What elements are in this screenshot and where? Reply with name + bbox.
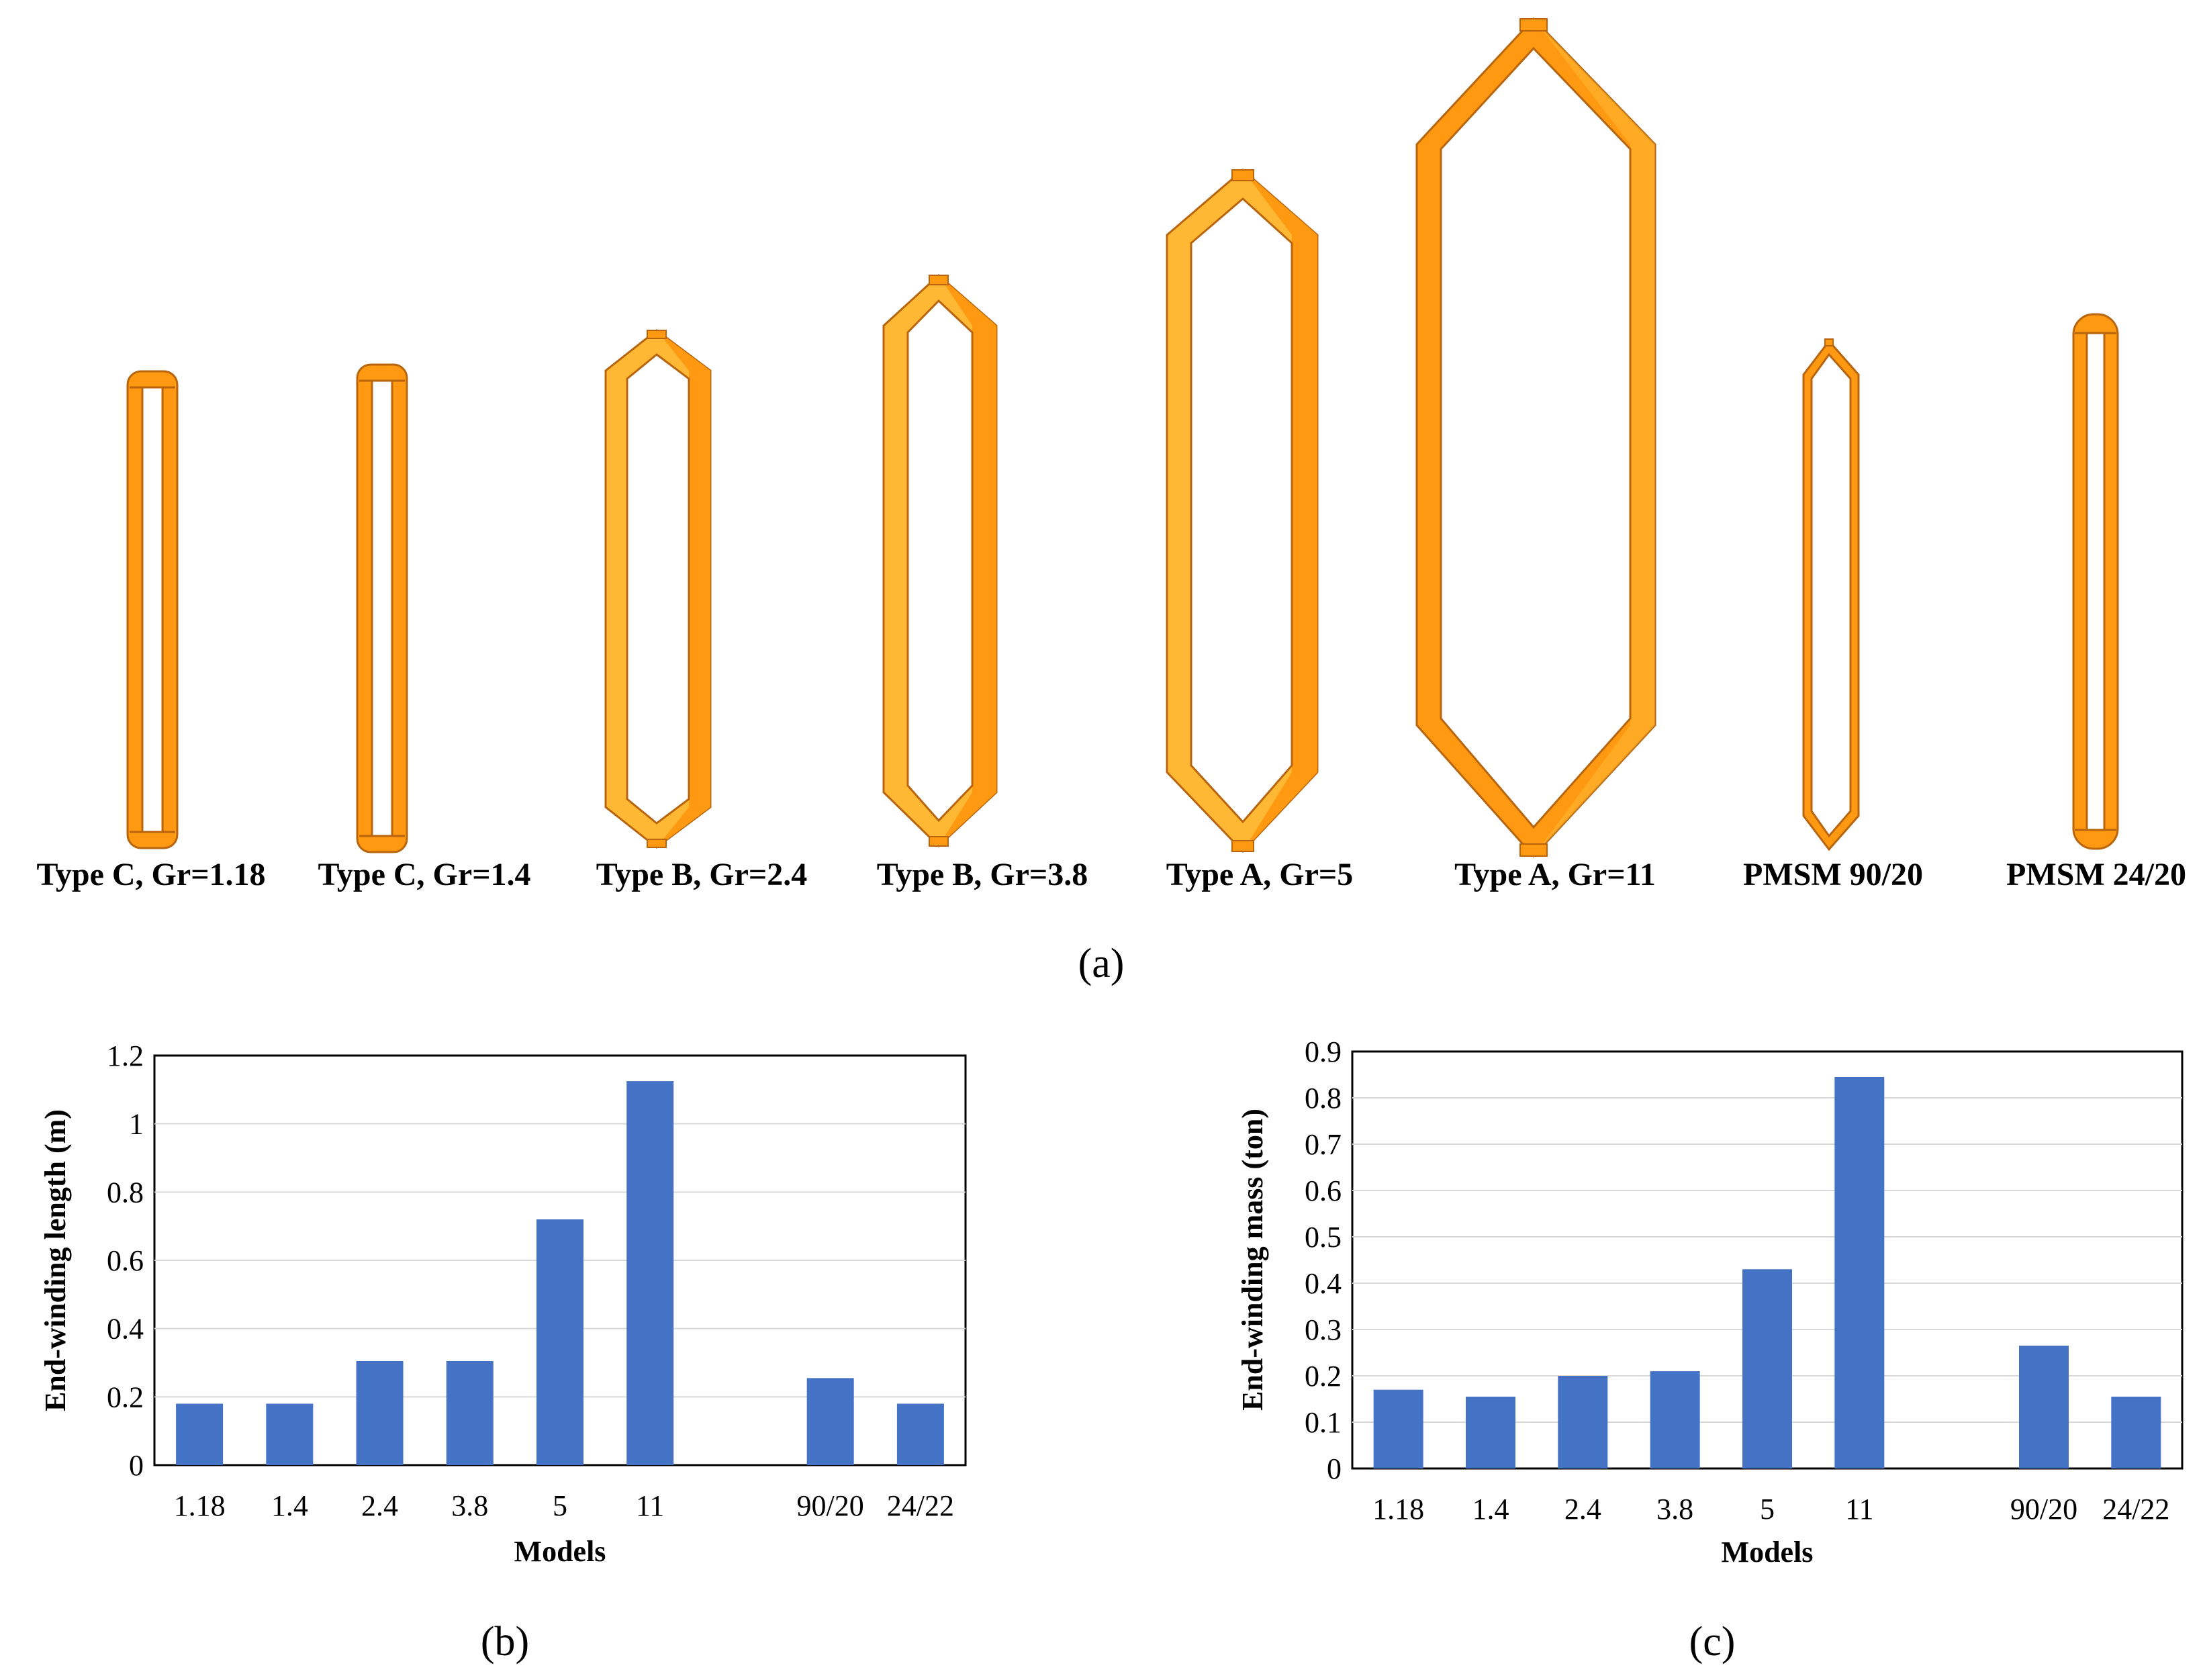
chart-c-y-tick-label: 0.9 xyxy=(1305,1035,1342,1068)
coil-type-b-3-8 xyxy=(882,273,998,848)
coil-label-type-c-1-18: Type C, Gr=1.18 xyxy=(36,857,265,892)
chart-b-x-tick-label: 3.8 xyxy=(451,1489,488,1522)
coil-panel xyxy=(126,17,2119,858)
coil-label-type-a-11: Type A, Gr=11 xyxy=(1454,857,1656,892)
chart-b-x-tick-label: 24/22 xyxy=(887,1489,954,1522)
chart-c-y-tick-label: 0.3 xyxy=(1305,1313,1342,1346)
chart-b-bar xyxy=(806,1378,854,1465)
chart-b-y-tick-label: 0.6 xyxy=(107,1244,144,1277)
chart-b-bar xyxy=(626,1081,674,1465)
chart-c-y-axis-title: End-winding mass (ton) xyxy=(1236,1109,1269,1411)
panel-label-a: (a) xyxy=(1078,941,1125,986)
panel-label-b: (b) xyxy=(481,1619,529,1665)
coil-pmsm-24-20 xyxy=(2072,313,2119,850)
coil-type-a-11 xyxy=(1415,17,1656,858)
coil-label-type-b-3-8: Type B, Gr=3.8 xyxy=(877,857,1088,892)
chart-b-y-tick-label: 1.2 xyxy=(107,1039,144,1072)
chart-b-x-tick-label: 11 xyxy=(636,1489,664,1522)
chart-b-x-tick-label: 1.4 xyxy=(271,1489,308,1522)
chart-b-bar xyxy=(446,1360,494,1465)
coil-label-type-b-2-4: Type B, Gr=2.4 xyxy=(596,857,807,892)
chart-c-x-tick-label: 1.4 xyxy=(1472,1493,1509,1526)
chart-c-x-tick-label: 11 xyxy=(1845,1493,1873,1526)
chart-b-y-tick-label: 0.2 xyxy=(107,1381,144,1413)
coil-type-b-2-4 xyxy=(604,329,712,849)
chart-b-x-tick-label: 90/20 xyxy=(797,1489,864,1522)
chart-c-y-tick-label: 0.8 xyxy=(1305,1082,1342,1115)
chart-b-x-tick-label: 5 xyxy=(553,1489,567,1522)
chart-end-winding-mass: 0 0.1 0.2 0.3 0.4 0.5 0.6 0.7 0.8 0.9 1.18 1.4 2.4 3… xyxy=(1236,1035,2184,1569)
chart-c-bar xyxy=(1650,1371,1700,1468)
chart-end-winding-length: 0 0.2 0.4 0.6 0.8 1 1.2 1.18 1.4 2.4 3.8 5 11 90/20 2… xyxy=(39,1039,967,1568)
chart-b-x-axis-title: Models xyxy=(514,1535,606,1568)
chart-c-x-tick-label: 24/22 xyxy=(2102,1493,2169,1526)
coil-pmsm-90-20 xyxy=(1802,338,1860,851)
chart-c-bar xyxy=(1373,1389,1423,1468)
chart-b-y-axis-title: End-winding length (m) xyxy=(39,1109,72,1411)
chart-b-x-tick-label: 1.18 xyxy=(174,1489,226,1522)
chart-c-y-tick-label: 0.7 xyxy=(1305,1128,1342,1161)
chart-c-y-tick-label: 0.4 xyxy=(1305,1267,1342,1300)
chart-c-y-tick-label: 0.2 xyxy=(1305,1360,1342,1393)
chart-c-bar xyxy=(2111,1397,2161,1468)
chart-c-x-tick-label: 2.4 xyxy=(1564,1493,1601,1526)
chart-b-y-tick-label: 0 xyxy=(129,1449,144,1482)
chart-b-x-tick-label: 2.4 xyxy=(361,1489,398,1522)
chart-c-bar xyxy=(1558,1376,1608,1468)
chart-c-y-tick-label: 0.1 xyxy=(1305,1406,1342,1439)
chart-c-x-tick-label: 1.18 xyxy=(1372,1493,1424,1526)
coil-type-a-5 xyxy=(1166,169,1319,853)
chart-c-x-tick-label: 5 xyxy=(1760,1493,1775,1526)
chart-b-y-tick-label: 0.8 xyxy=(107,1176,144,1209)
chart-c-x-tick-label: 3.8 xyxy=(1656,1493,1693,1526)
chart-c-bar xyxy=(1742,1269,1792,1468)
coil-type-c-1-18 xyxy=(126,370,179,849)
chart-b-bar xyxy=(266,1403,314,1465)
chart-b-y-tick-label: 0.4 xyxy=(107,1313,144,1346)
coil-label-type-c-1-4: Type C, Gr=1.4 xyxy=(318,857,530,892)
panel-label-c: (c) xyxy=(1689,1619,1736,1665)
coil-type-c-1-4 xyxy=(356,363,408,853)
coil-label-type-a-5: Type A, Gr=5 xyxy=(1166,857,1353,892)
chart-b-bar xyxy=(356,1360,404,1465)
coil-label-pmsm-24-20: PMSM 24/20 xyxy=(2006,857,2186,892)
chart-c-x-tick-label: 90/20 xyxy=(2010,1493,2077,1526)
coil-label-pmsm-90-20: PMSM 90/20 xyxy=(1743,857,1923,892)
chart-b-bar xyxy=(896,1403,944,1465)
chart-c-y-tick-label: 0 xyxy=(1327,1452,1342,1485)
chart-c-bar xyxy=(1466,1397,1515,1468)
chart-b-bar xyxy=(536,1219,583,1465)
coil-labels: Type C, Gr=1.18 Type C, Gr=1.4 Type B, G… xyxy=(36,857,2186,892)
chart-b-bar xyxy=(176,1403,224,1465)
chart-c-x-axis-title: Models xyxy=(1722,1536,1814,1569)
chart-b-y-tick-label: 1 xyxy=(129,1108,144,1141)
chart-c-bar xyxy=(1834,1076,1885,1468)
chart-c-bar xyxy=(2019,1346,2069,1468)
chart-c-y-tick-label: 0.5 xyxy=(1305,1221,1342,1254)
chart-c-y-tick-label: 0.6 xyxy=(1305,1174,1342,1207)
